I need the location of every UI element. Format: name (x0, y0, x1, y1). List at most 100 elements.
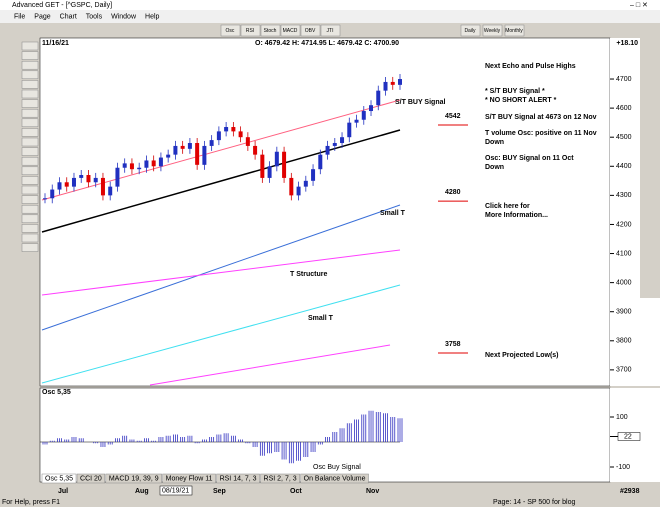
tool-button[interactable] (21, 195, 39, 204)
candle (340, 137, 345, 144)
tool-button[interactable] (21, 233, 39, 243)
toolbar-button[interactable] (260, 24, 281, 37)
y-tick-label: 4500 (616, 134, 632, 141)
candle (369, 105, 374, 112)
y-tick-label: 4700 (616, 76, 632, 83)
tab[interactable] (162, 473, 216, 484)
tab-label[interactable]: RSI 14, 7, 3 (220, 475, 257, 482)
tool-button[interactable] (21, 147, 39, 156)
tool-button[interactable] (21, 108, 39, 118)
price-change: +18.10 (616, 40, 638, 47)
status-count: #2938 (620, 488, 640, 495)
projection-label: 4542 (445, 113, 461, 120)
tab[interactable] (216, 473, 260, 484)
tool-button[interactable] (21, 185, 39, 195)
y-tick-label: 4000 (616, 279, 632, 286)
projection-label: 3758 (445, 341, 461, 348)
menu-item[interactable]: Help (145, 13, 160, 20)
menu-item[interactable]: Tools (86, 13, 103, 20)
tab[interactable] (105, 473, 162, 484)
toolbar-label[interactable]: Osc (226, 28, 235, 34)
candle (289, 177, 294, 196)
tool-button[interactable] (21, 128, 39, 137)
tool-button[interactable] (21, 41, 39, 51)
toolbar-label[interactable]: Weekly (484, 28, 501, 34)
tab-label[interactable]: MACD 19, 39, 9 (109, 475, 159, 482)
candle (202, 145, 207, 165)
menu-item[interactable]: Chart (60, 13, 77, 20)
tab[interactable] (260, 473, 300, 484)
toolbar-label[interactable]: Stoch (264, 28, 277, 34)
tab-label[interactable]: Money Flow 11 (166, 475, 213, 482)
tab-label[interactable]: Osc 5,35 (45, 475, 73, 482)
y-tick-label: 4300 (616, 192, 632, 199)
tool-button[interactable] (21, 214, 39, 224)
x-tick-label: Nov (366, 488, 379, 495)
chart-label: S/T BUY Signal (395, 99, 445, 106)
candle (318, 154, 323, 170)
osc-signal: Osc Buy Signal (313, 464, 361, 471)
candle (43, 198, 47, 200)
toolbar-button[interactable] (240, 24, 261, 37)
toolbar-button[interactable] (320, 24, 341, 37)
tool-button[interactable] (21, 70, 39, 80)
tab[interactable] (76, 473, 106, 484)
candle (390, 81, 395, 85)
toolbar-label[interactable]: Monthly (505, 28, 523, 34)
toolbar-button[interactable] (482, 24, 503, 37)
tool-button[interactable] (21, 99, 39, 108)
tool-button[interactable] (21, 224, 39, 233)
tool-button[interactable] (21, 60, 39, 70)
toolbar-label[interactable]: OBV (305, 28, 316, 34)
tool-button[interactable] (21, 166, 39, 176)
note: * S/T BUY Signal * (485, 88, 545, 95)
menu-item[interactable]: Window (111, 13, 137, 20)
toolbar-label[interactable]: MACD (283, 28, 298, 34)
menu-item[interactable]: Page (34, 13, 50, 20)
tool-button[interactable] (21, 243, 39, 252)
candle (71, 177, 76, 187)
tool-button[interactable] (21, 118, 39, 128)
window-controls[interactable]: – □ ✕ (630, 2, 648, 9)
toolbar-button[interactable] (220, 24, 241, 37)
current-value: 22 (624, 433, 632, 440)
tool-button[interactable] (21, 156, 39, 166)
candle (383, 81, 388, 91)
candle (93, 177, 98, 183)
tab-label[interactable]: CCI 20 (80, 475, 102, 482)
tool-button[interactable] (21, 89, 39, 99)
candle (267, 166, 272, 178)
candle (173, 145, 178, 155)
note[interactable]: Click here for (485, 203, 530, 210)
candle (86, 175, 91, 183)
tool-button[interactable] (21, 137, 39, 147)
tab[interactable] (300, 473, 369, 484)
toolbar-button[interactable] (280, 24, 301, 37)
candle (238, 131, 243, 138)
toolbar-button[interactable] (460, 24, 481, 37)
menu-item[interactable]: File (14, 13, 25, 20)
toolbar-label[interactable]: JTI (327, 28, 334, 34)
toolbar-label[interactable]: Daily (464, 28, 476, 34)
y-tick-label: 3900 (616, 309, 632, 316)
note: Osc: BUY Signal on 11 Oct (485, 155, 574, 162)
candle (311, 169, 316, 181)
note: T volume Osc: positive on 11 Nov (485, 130, 597, 137)
candle (195, 143, 200, 165)
toolbar-button[interactable] (504, 24, 525, 37)
tab[interactable] (41, 473, 77, 484)
tool-button[interactable] (21, 204, 39, 214)
tool-button[interactable] (21, 51, 39, 60)
candle (332, 143, 337, 146)
toolbar-label[interactable]: RSI (246, 28, 254, 34)
note[interactable]: More Information... (485, 212, 548, 219)
toolbar-button[interactable] (300, 24, 321, 37)
tab-label[interactable]: On Balance Volume (304, 475, 366, 482)
tab-label[interactable]: RSI 2, 7, 3 (264, 475, 297, 482)
cursor-date: 08/19/21 (162, 487, 189, 494)
candle (231, 127, 236, 132)
osc-tick-label: -100 (616, 464, 630, 471)
tool-button[interactable] (21, 80, 39, 89)
candle (325, 145, 330, 155)
tool-button[interactable] (21, 176, 39, 185)
